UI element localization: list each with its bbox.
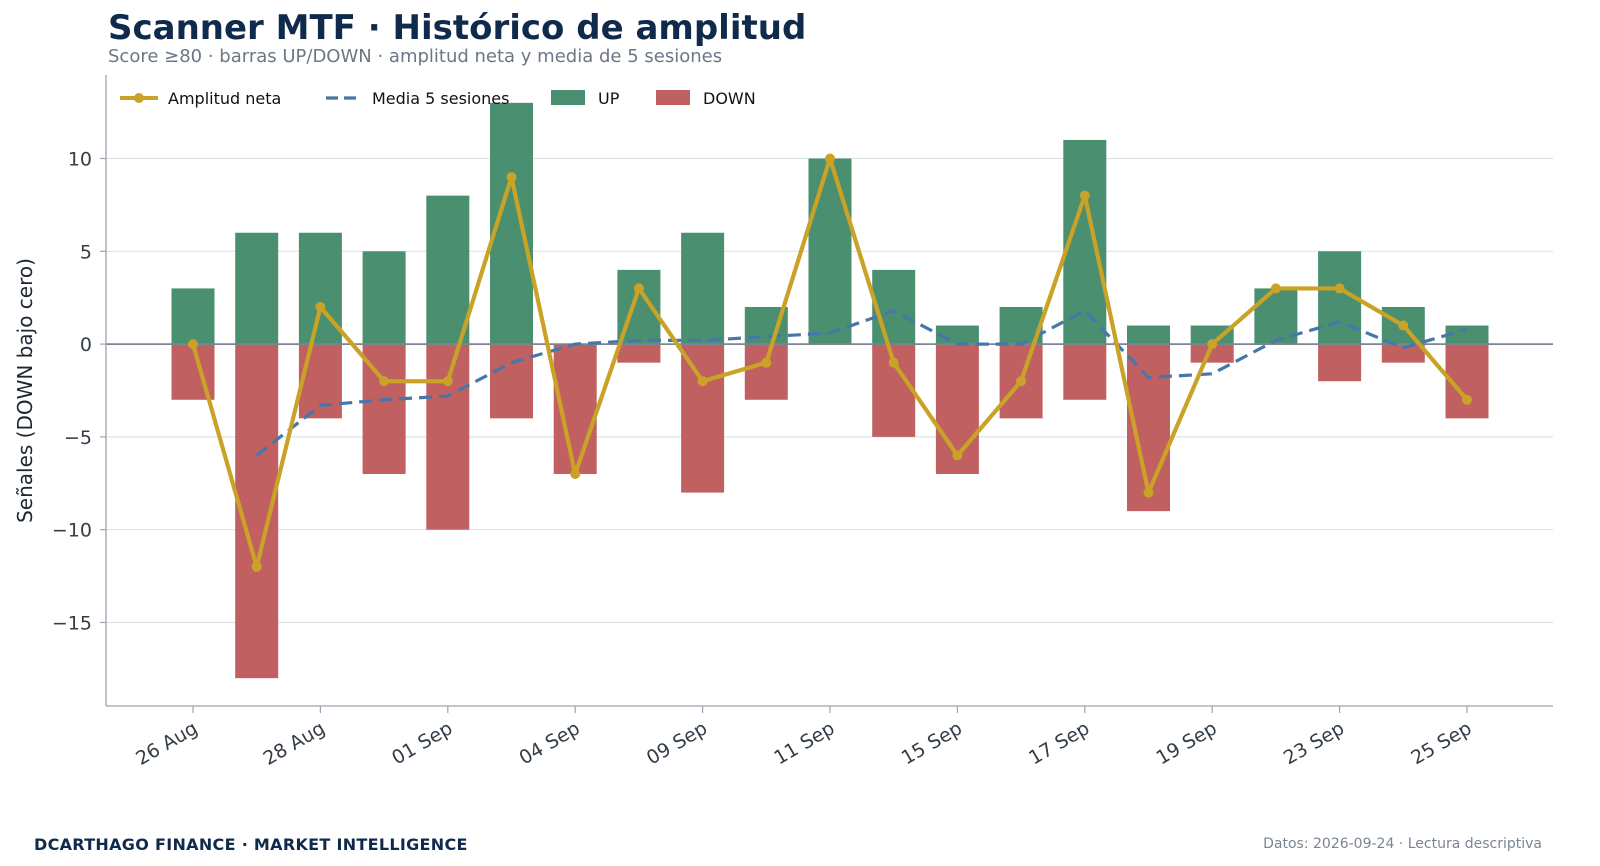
x-tick-label: 28 Aug	[260, 717, 329, 770]
y-tick-label: −5	[64, 427, 92, 449]
bar-up	[681, 232, 725, 345]
chart-title: Scanner MTF · Histórico de amplitud	[108, 8, 807, 48]
x-tick-label: 11 Sep	[770, 717, 838, 769]
net-point	[1398, 320, 1409, 331]
bar-down	[617, 344, 661, 363]
net-point	[1016, 376, 1027, 387]
bar-down	[426, 344, 470, 530]
y-axis-label: Señales (DOWN bajo cero)	[13, 258, 37, 523]
net-point	[952, 450, 963, 461]
net-point	[188, 339, 198, 350]
x-tick-label: 15 Sep	[898, 717, 966, 769]
x-tick-label: 09 Sep	[643, 717, 711, 769]
bar-up	[362, 251, 406, 345]
net-point	[379, 376, 390, 387]
x-tick-label: 23 Sep	[1280, 717, 1348, 769]
legend-down-swatch	[656, 90, 690, 105]
bar-down	[1190, 344, 1234, 363]
bar-down	[681, 344, 725, 493]
x-tick-label: 01 Sep	[388, 717, 456, 769]
legend-ma-label: Media 5 sesiones	[372, 89, 509, 108]
bar-up	[1445, 325, 1489, 345]
net-point	[1143, 487, 1154, 498]
bar-up	[808, 158, 852, 345]
x-tick-label: 25 Sep	[1407, 717, 1475, 769]
bar-up	[1127, 325, 1170, 345]
net-point	[1270, 283, 1281, 294]
bar-down	[1063, 344, 1107, 400]
legend-up-swatch	[551, 90, 585, 105]
footer-note: Datos: 2026-09-24 · Lectura descriptiva	[1263, 836, 1542, 852]
legend-net-label: Amplitud neta	[168, 89, 281, 108]
bar-up	[872, 269, 916, 345]
bar-down	[1381, 344, 1425, 363]
y-tick-label: 0	[80, 334, 92, 356]
net-point	[1207, 339, 1218, 350]
bar-up	[426, 195, 470, 345]
chart-subtitle: Score ≥80 · barras UP/DOWN · amplitud ne…	[108, 46, 723, 67]
net-point	[442, 376, 453, 387]
footer-brand: DCARTHAGO FINANCE · MARKET INTELLIGENCE	[34, 835, 468, 854]
net-point	[1334, 283, 1345, 294]
x-tick-label: 17 Sep	[1025, 717, 1093, 769]
bar-up	[1190, 325, 1234, 345]
legend-up-label: UP	[598, 89, 620, 108]
net-point	[888, 357, 899, 368]
x-tick-label: 04 Sep	[516, 717, 584, 769]
y-tick-label: 5	[80, 241, 92, 263]
lines	[188, 153, 1472, 572]
x-tick-label: 26 Aug	[132, 717, 201, 770]
bar-down	[744, 344, 788, 400]
net-point	[633, 283, 644, 294]
bar-up	[235, 232, 279, 345]
legend-net-marker	[134, 93, 144, 103]
y-tick-label: −15	[52, 612, 92, 634]
net-point	[1462, 394, 1472, 405]
net-point	[1079, 190, 1090, 201]
bar-down	[490, 344, 533, 419]
bars	[171, 102, 1489, 679]
net-point	[570, 469, 581, 480]
net-point	[251, 561, 262, 572]
legend: Amplitud neta Media 5 sesiones UP DOWN	[120, 89, 756, 108]
y-tick-label: 10	[68, 149, 92, 171]
y-tick-label: −10	[52, 520, 92, 542]
bar-down	[1318, 344, 1362, 382]
net-point	[761, 357, 772, 368]
net-point	[315, 301, 326, 312]
x-tick-label: 19 Sep	[1153, 717, 1221, 769]
bar-up	[171, 288, 215, 345]
bar-down	[298, 344, 342, 419]
legend-down-label: DOWN	[703, 89, 756, 108]
net-point	[506, 172, 517, 183]
ma-line	[255, 308, 1468, 457]
net-point	[697, 376, 708, 387]
net-point	[825, 153, 835, 164]
